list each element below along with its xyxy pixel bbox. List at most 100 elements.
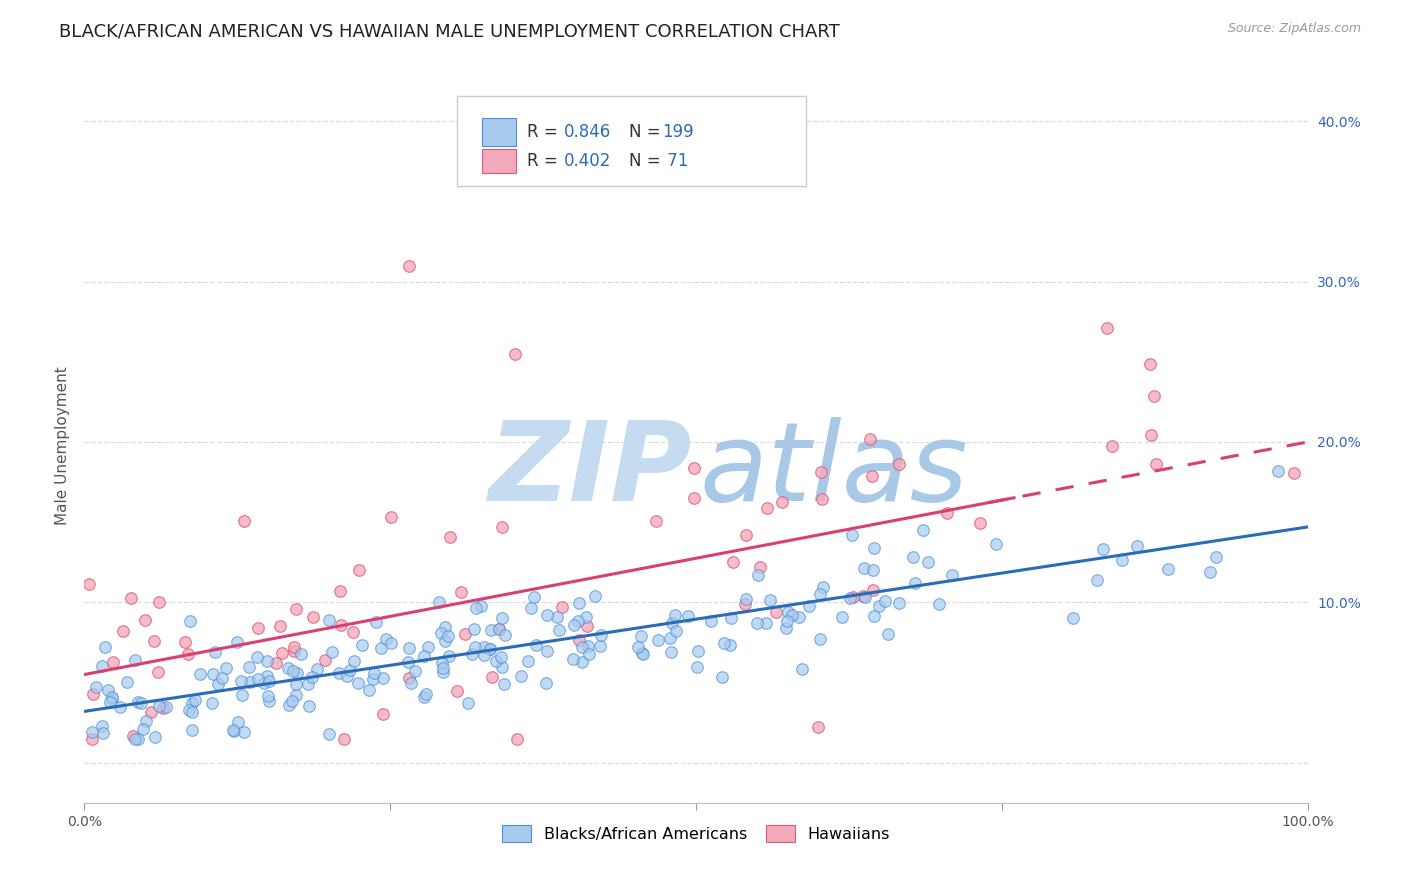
Point (647, 633, 669, 648)
Point (491, 660, 513, 674)
Point (124, 653, 146, 667)
Point (439, 530, 461, 544)
Point (567, 614, 589, 628)
FancyBboxPatch shape (457, 96, 806, 186)
Point (155, 699, 177, 714)
Point (256, 654, 278, 668)
Point (374, 632, 396, 647)
Point (481, 670, 503, 684)
Point (215, 661, 238, 675)
Point (1101, 439, 1123, 453)
Point (97, 682, 120, 697)
Point (984, 537, 1007, 551)
Point (239, 674, 262, 689)
Point (152, 700, 174, 714)
Text: N =: N = (628, 123, 665, 141)
Point (935, 506, 957, 520)
Point (330, 618, 353, 632)
Point (747, 568, 769, 582)
Point (101, 655, 124, 669)
Point (659, 645, 682, 659)
Point (571, 655, 593, 669)
Point (523, 590, 546, 604)
Point (470, 599, 492, 614)
Point (887, 596, 910, 610)
Point (247, 621, 270, 635)
Point (775, 621, 797, 635)
Point (297, 677, 319, 691)
Point (484, 654, 506, 668)
Point (1062, 611, 1084, 625)
Point (396, 655, 419, 669)
Point (132, 723, 155, 737)
Point (842, 591, 865, 605)
Point (285, 676, 308, 690)
Point (853, 590, 876, 604)
Text: N =: N = (628, 153, 665, 170)
FancyBboxPatch shape (482, 118, 516, 146)
Point (399, 676, 422, 690)
Point (792, 662, 814, 676)
Point (479, 641, 502, 656)
Point (520, 600, 543, 615)
Point (359, 683, 381, 698)
Point (415, 686, 437, 700)
Point (810, 587, 832, 601)
Point (398, 641, 420, 656)
Point (253, 675, 276, 690)
Point (776, 605, 799, 619)
Point (380, 636, 402, 650)
Point (432, 661, 454, 675)
Point (433, 620, 456, 634)
Point (664, 607, 686, 622)
Point (862, 582, 884, 597)
Point (1085, 573, 1108, 587)
Point (901, 550, 924, 565)
Point (1140, 428, 1163, 442)
Point (1282, 467, 1305, 481)
Point (222, 723, 245, 738)
Point (233, 725, 256, 739)
Point (329, 584, 352, 599)
Point (257, 689, 280, 703)
Point (281, 664, 304, 678)
Point (404, 664, 426, 678)
Point (516, 654, 538, 668)
Point (342, 625, 364, 640)
Point (503, 347, 526, 361)
Point (748, 560, 770, 574)
Point (363, 665, 385, 680)
Point (631, 646, 654, 660)
Point (770, 494, 793, 508)
Point (188, 667, 211, 681)
Point (184, 693, 207, 707)
Point (877, 627, 900, 641)
Point (201, 667, 224, 681)
Point (776, 614, 799, 628)
Point (745, 616, 768, 631)
Point (831, 610, 853, 624)
Point (270, 646, 292, 660)
Point (120, 591, 142, 605)
Point (658, 632, 681, 646)
Point (301, 670, 323, 684)
Point (98, 695, 121, 709)
Point (683, 461, 706, 475)
Point (547, 623, 569, 637)
Point (464, 640, 486, 654)
Point (266, 656, 288, 670)
Point (148, 595, 170, 609)
Point (226, 714, 249, 729)
Y-axis label: Male Unemployment: Male Unemployment (55, 367, 70, 525)
Text: 0.846: 0.846 (564, 123, 612, 141)
Point (321, 645, 343, 659)
Point (91, 725, 114, 739)
Point (491, 610, 513, 624)
Point (349, 563, 371, 577)
Point (941, 568, 963, 582)
Point (380, 510, 402, 524)
Point (588, 640, 610, 654)
Point (838, 591, 860, 606)
Point (494, 677, 516, 691)
Point (686, 659, 709, 673)
